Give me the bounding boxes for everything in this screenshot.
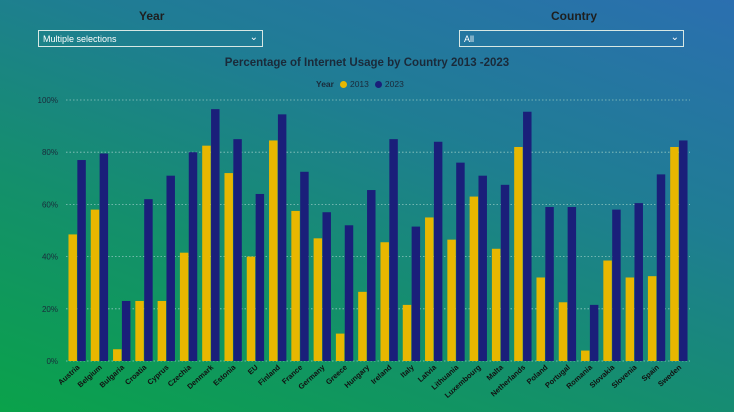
- year-filter-label: Year: [139, 9, 165, 23]
- bar-2013-cyprus: [157, 300, 167, 361]
- bar-2013-luxembourg: [469, 196, 479, 361]
- chart-legend: Year 2013 2023: [316, 79, 404, 89]
- bar-2013-malta: [491, 248, 501, 361]
- bar-2023-germany: [322, 212, 331, 361]
- year-filter-dropdown[interactable]: Multiple selections ⌄: [38, 30, 263, 47]
- legend-label-2023: 2023: [384, 79, 404, 89]
- bar-2023-bulgaria: [121, 300, 131, 361]
- bar-2023-sweden: [679, 140, 688, 361]
- bar-2023-belgium: [99, 153, 109, 361]
- bar-2023-hungary: [367, 190, 376, 361]
- y-tick-label: 100%: [38, 96, 58, 105]
- bar-2023-lithuania: [456, 162, 465, 361]
- bar-2023-slovenia: [634, 203, 643, 361]
- x-tick-label: Hungary: [343, 362, 372, 390]
- bar-2013-sweden: [670, 146, 679, 361]
- legend-title: Year: [316, 79, 334, 89]
- bar-2013-belgium: [90, 209, 100, 361]
- legend-swatch-2013: [339, 80, 347, 88]
- chevron-down-icon: ⌄: [249, 32, 258, 43]
- bar-2023-italy: [411, 226, 421, 361]
- bar-2013-lithuania: [447, 239, 456, 361]
- bar-2013-austria: [68, 234, 77, 361]
- bar-2023-luxembourg: [478, 175, 487, 361]
- x-tick-label: Ireland: [369, 363, 394, 386]
- bar-2013-italy: [402, 304, 412, 361]
- chevron-down-icon: ⌄: [670, 32, 679, 43]
- chart-title: Percentage of Internet Usage by Country …: [224, 57, 510, 69]
- bar-2023-greece: [344, 225, 354, 361]
- y-tick-label: 20%: [42, 305, 58, 314]
- bar-2013-romania: [581, 350, 590, 361]
- bar-2013-spain: [647, 276, 657, 361]
- bar-2023-portugal: [567, 207, 577, 361]
- bar-2013-germany: [313, 238, 323, 361]
- bar-2023-croatia: [144, 199, 153, 361]
- x-tick-label: Slovenia: [610, 362, 640, 390]
- bar-2023-ireland: [389, 139, 398, 361]
- bar-2023-finland: [277, 114, 287, 361]
- y-tick-label: 40%: [42, 253, 58, 262]
- bar-2013-portugal: [558, 302, 568, 361]
- bar-2023-france: [300, 171, 309, 361]
- bar-2023-denmark: [211, 109, 220, 361]
- bar-2023-latvia: [433, 141, 443, 361]
- x-tick-label: Sweden: [656, 363, 683, 389]
- bar-2013-latvia: [425, 217, 434, 361]
- x-tick-label: Bulgaria: [98, 362, 127, 389]
- bar-2013-finland: [269, 140, 278, 361]
- bar-2023-malta: [500, 184, 510, 361]
- bar-2023-netherlands: [523, 111, 532, 362]
- x-tick-label: Croatia: [123, 362, 149, 387]
- bar-2013-bulgaria: [113, 349, 122, 361]
- bar-2013-slovakia: [603, 260, 612, 361]
- bar-2023-eu: [255, 193, 265, 361]
- x-tick-label: EU: [246, 363, 260, 377]
- bar-2013-poland: [536, 277, 545, 361]
- bar-2013-ireland: [380, 242, 389, 361]
- x-tick-label: Finland: [256, 363, 282, 388]
- bar-2013-slovenia: [625, 277, 635, 361]
- bar-2023-estonia: [233, 139, 242, 361]
- bar-2023-czechia: [188, 152, 198, 361]
- legend-swatch-2023: [374, 80, 382, 88]
- bar-2013-estonia: [224, 173, 233, 361]
- x-tick-label: Italy: [399, 362, 417, 379]
- bar-2023-poland: [545, 207, 554, 361]
- bar-2013-france: [291, 210, 300, 361]
- y-tick-label: 60%: [42, 200, 58, 209]
- bar-2013-greece: [335, 333, 345, 361]
- y-tick-label: 80%: [42, 148, 58, 157]
- bar-2013-croatia: [135, 300, 144, 361]
- bar-2013-eu: [246, 256, 256, 361]
- bar-2023-slovakia: [612, 209, 621, 361]
- y-tick-label: 0%: [46, 357, 58, 366]
- bar-2013-czechia: [179, 252, 189, 361]
- bar-2023-romania: [589, 304, 599, 361]
- country-filter-dropdown[interactable]: All ⌄: [459, 30, 684, 47]
- x-tick-label: Estonia: [211, 362, 238, 387]
- year-filter-value: Multiple selections: [43, 34, 117, 44]
- bar-2013-hungary: [358, 291, 367, 361]
- country-filter-label: Country: [551, 9, 597, 23]
- bar-2023-cyprus: [166, 175, 175, 361]
- bar-2023-spain: [656, 174, 666, 361]
- bar-2013-netherlands: [514, 146, 523, 361]
- country-filter-value: All: [464, 34, 475, 44]
- legend-label-2013: 2013: [349, 79, 369, 89]
- bar-2023-austria: [77, 160, 86, 361]
- bar-2013-denmark: [202, 145, 211, 361]
